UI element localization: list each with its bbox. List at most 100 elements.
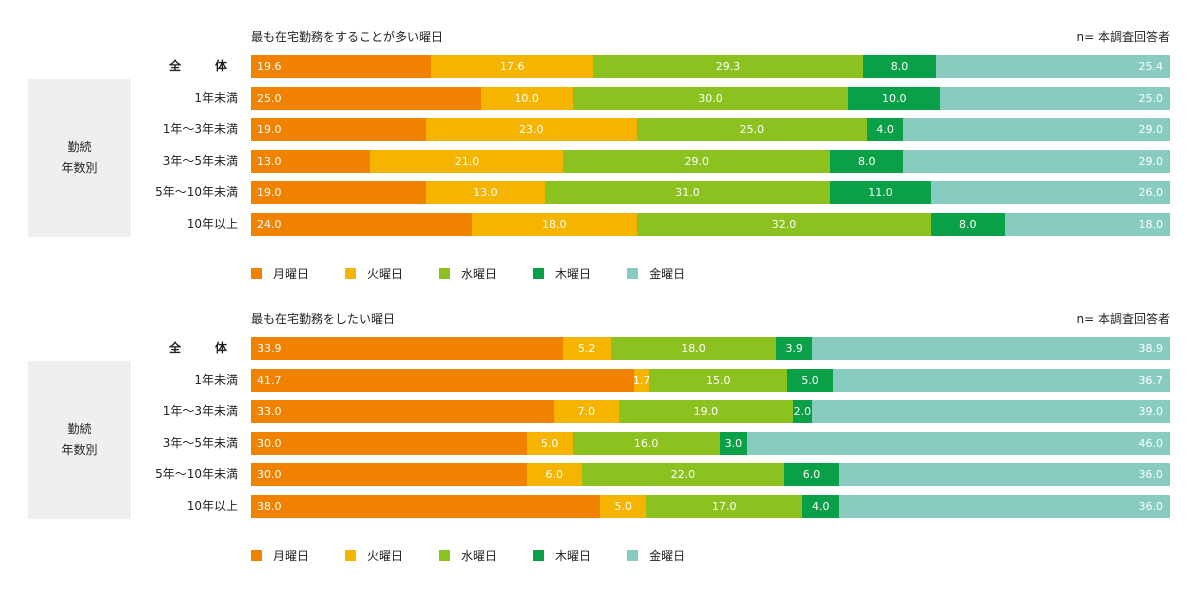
- row-label: 全 体: [168, 59, 238, 73]
- legend-swatch: [251, 549, 262, 561]
- bar-row: 30.0 6.0 22.0 6.0 36.0: [251, 463, 1170, 487]
- legend-item: 金曜日: [627, 265, 685, 282]
- data-label: 18.0: [542, 218, 567, 231]
- data-label: 3.9: [785, 342, 803, 355]
- legend-swatch: [439, 267, 451, 279]
- data-label: 25.4: [1138, 60, 1163, 73]
- bar-segment: 29.3: [593, 55, 863, 78]
- legend-swatch: [439, 549, 451, 561]
- data-label: 31.0: [675, 186, 700, 200]
- bar-segment: 8.0: [862, 55, 937, 78]
- data-label: 16.0: [633, 436, 659, 450]
- data-label: 19.6: [257, 60, 282, 73]
- bar-segment: 6.0: [783, 463, 840, 487]
- data-label: 30.0: [257, 436, 282, 450]
- legend-label: 月曜日: [273, 266, 310, 281]
- legend-swatch: [627, 549, 639, 561]
- bar-segment: 22.0: [581, 463, 784, 487]
- bar-segment: 8.0: [931, 213, 1005, 236]
- bar-segment: 19.0: [251, 181, 426, 205]
- bar-segment: 23.0: [425, 118, 637, 142]
- row-label: 1年未満: [194, 90, 238, 105]
- bar-segment: 18.0: [1004, 213, 1170, 236]
- bar-segment: 13.0: [251, 149, 371, 173]
- data-label: 8.0: [857, 154, 876, 168]
- bar-row: 19.0 13.0 31.0 11.0 26.0: [251, 181, 1170, 205]
- bar-segment: 19.0: [618, 400, 794, 424]
- group-label: 勤続 年数別: [61, 139, 98, 175]
- bar-row: 25.0 10.0 30.0 10.0 25.0: [251, 86, 1170, 110]
- legend-label: 金曜日: [649, 548, 686, 563]
- bar-segment: 25.4: [936, 55, 1170, 78]
- bar-segment: 39.0: [811, 400, 1170, 424]
- legend-label: 火曜日: [367, 266, 404, 281]
- legend-label: 木曜日: [555, 266, 592, 281]
- bar-segment: 5.0: [526, 431, 573, 455]
- data-label: 26.0: [1138, 186, 1163, 200]
- legend-item: 木曜日: [533, 265, 591, 282]
- bar-segment: 29.0: [563, 149, 830, 173]
- data-label: 30.0: [257, 468, 282, 482]
- bar-row: 19.0 23.0 25.0 4.0 29.0: [251, 118, 1170, 142]
- bar-segment: 17.0: [646, 495, 803, 518]
- data-label: 11.0: [868, 186, 893, 200]
- bar-segment: 41.7: [251, 368, 634, 392]
- data-label: 19.0: [257, 186, 282, 200]
- legend-item: 金曜日: [627, 547, 685, 564]
- data-label: 25.0: [257, 91, 282, 105]
- row-label: 3年～5年未満: [162, 435, 238, 450]
- data-label: 13.0: [473, 186, 498, 200]
- data-label: 15.0: [706, 373, 731, 387]
- bar-segment: 25.0: [636, 118, 867, 142]
- legend-swatch: [345, 267, 357, 279]
- data-label: 10.0: [882, 91, 907, 105]
- row-label: 1年～3年未満: [162, 122, 238, 137]
- row-label: 10年以上: [186, 499, 238, 513]
- data-label: 5.0: [801, 373, 819, 387]
- data-label: 24.0: [257, 218, 282, 231]
- data-label: 6.0: [545, 468, 564, 482]
- bar-row: 13.0 21.0 29.0 8.0 29.0: [251, 149, 1170, 173]
- bar-segment: 2.0: [793, 400, 812, 424]
- bar-row: 41.7 1.7 15.0 5.0 36.7: [251, 368, 1170, 392]
- row-label: 5年～10年未満: [155, 185, 238, 200]
- legend-swatch: [533, 267, 545, 279]
- data-label: 23.0: [519, 123, 544, 137]
- legend-label: 木曜日: [555, 548, 592, 563]
- bar-segment: 26.0: [931, 181, 1170, 205]
- data-label: 33.9: [257, 342, 282, 355]
- chart-title: 最も在宅勤務をしたい曜日: [251, 312, 396, 326]
- bar-segment: 31.0: [545, 181, 830, 205]
- bar-segment: 5.0: [787, 368, 834, 392]
- data-label: 3.0: [724, 436, 743, 450]
- data-label: 5.2: [578, 342, 596, 355]
- data-label: 29.0: [1138, 154, 1163, 168]
- row-label: 1年未満: [194, 372, 238, 387]
- bar-segment: 29.0: [903, 118, 1170, 142]
- legend: 月曜日 火曜日 水曜日 木曜日 金曜日: [251, 265, 721, 282]
- data-label: 30.0: [698, 91, 723, 105]
- bar-segment: 17.6: [431, 55, 594, 78]
- group-box: 勤続 年数別: [28, 360, 131, 519]
- legend-label: 月曜日: [273, 548, 310, 563]
- data-label: 10.0: [514, 91, 539, 105]
- legend-item: 月曜日: [251, 547, 309, 564]
- bar-segment: 10.0: [480, 86, 573, 110]
- data-label: 29.3: [715, 60, 741, 73]
- data-label: 38.0: [257, 500, 282, 513]
- legend: 月曜日 火曜日 水曜日 木曜日 金曜日: [251, 547, 721, 564]
- bar-segment: 15.0: [649, 368, 788, 392]
- bar-row: 19.6 17.6 29.3 8.0 25.4: [251, 55, 1170, 78]
- bar-segment: 30.0: [251, 431, 527, 455]
- bar-segment: 4.0: [866, 118, 904, 142]
- bar-segment: 46.0: [747, 431, 1170, 455]
- data-label: 2.0: [793, 405, 812, 419]
- data-label: 46.0: [1138, 436, 1163, 450]
- legend-item: 水曜日: [439, 547, 497, 564]
- bar-segment: 36.0: [839, 463, 1170, 487]
- data-label: 36.7: [1138, 373, 1163, 387]
- data-label: 22.0: [670, 468, 696, 482]
- bar-segment: 36.0: [839, 495, 1170, 518]
- data-label: 19.0: [693, 405, 719, 419]
- chart-panel-2: 最も在宅勤務をしたい曜日 n= 本調査回答者 勤続 年数別 全 体 33.9 5.2 18.…: [0, 310, 1200, 600]
